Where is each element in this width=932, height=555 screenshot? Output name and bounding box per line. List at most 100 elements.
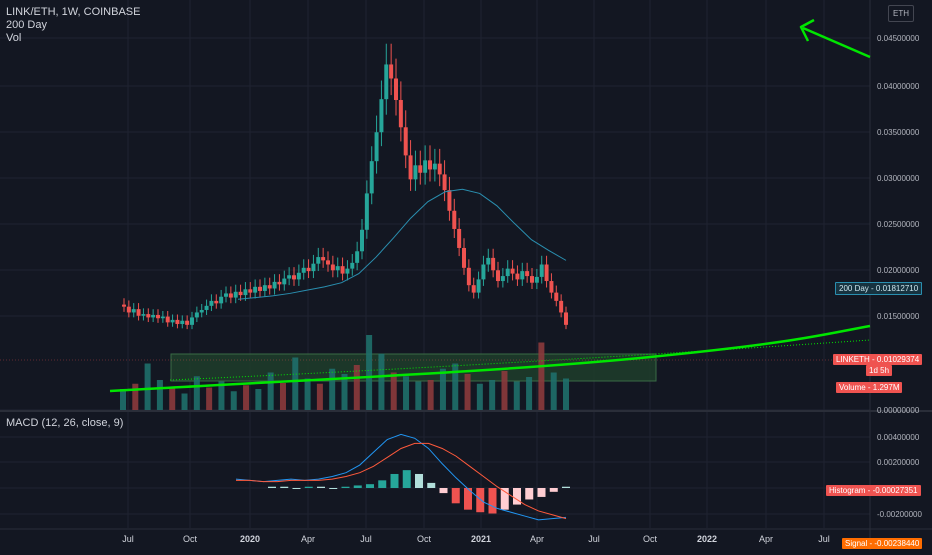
candle-body bbox=[398, 100, 403, 128]
volume-bar bbox=[489, 380, 496, 410]
volume-bar bbox=[550, 372, 557, 410]
candle-body bbox=[292, 275, 296, 280]
histogram-bar bbox=[378, 480, 387, 488]
candle-body bbox=[126, 306, 131, 313]
currency-button[interactable]: ETH bbox=[888, 5, 914, 22]
candle-body bbox=[141, 314, 146, 316]
volume-bar bbox=[476, 383, 483, 410]
volume-bar bbox=[181, 393, 188, 410]
time-axis-label: Jul bbox=[588, 534, 600, 544]
macd-legend-label[interactable]: MACD (12, 26, close, 9) bbox=[6, 417, 124, 429]
histogram-bar bbox=[427, 482, 436, 488]
histogram-bar bbox=[317, 486, 325, 488]
candle-body bbox=[238, 291, 243, 296]
candle-body bbox=[534, 276, 539, 283]
candle-body bbox=[156, 314, 160, 319]
candle-body bbox=[515, 273, 520, 280]
volume-bar bbox=[501, 371, 508, 410]
price-axis-label: 0.02500000 bbox=[877, 220, 920, 229]
candle-body bbox=[389, 64, 394, 79]
volume-bar bbox=[341, 374, 348, 410]
candle-body bbox=[330, 264, 335, 271]
candle-body bbox=[233, 291, 238, 298]
candle-body bbox=[190, 317, 194, 325]
chart-legend: LINK/ETH, 1W, COINBASE 200 Day Vol bbox=[6, 6, 140, 45]
volume-bar bbox=[304, 378, 311, 410]
candle-body bbox=[316, 257, 321, 264]
volume-bar bbox=[390, 372, 397, 410]
candle-body bbox=[369, 161, 374, 194]
volume-bar bbox=[156, 380, 163, 410]
candle-body bbox=[476, 279, 481, 293]
arrow-shaft bbox=[802, 26, 871, 59]
candle-body bbox=[248, 289, 253, 293]
candle-body bbox=[321, 257, 326, 261]
histogram-bar bbox=[537, 488, 546, 497]
histogram-bar bbox=[549, 488, 558, 492]
volume-bar bbox=[403, 376, 410, 410]
candle-body bbox=[559, 300, 564, 313]
price-axis-label: 0.03000000 bbox=[877, 174, 920, 183]
symbol-title[interactable]: LINK/ETH, 1W, COINBASE bbox=[6, 6, 141, 18]
candle-body bbox=[209, 300, 214, 306]
candle-body bbox=[408, 155, 413, 180]
candle-body bbox=[350, 262, 355, 269]
volume-bar bbox=[563, 378, 569, 410]
candle-body bbox=[360, 229, 364, 252]
ma-legend-label[interactable]: 200 Day bbox=[6, 19, 47, 31]
candle-body bbox=[170, 319, 175, 323]
volume-bar bbox=[230, 391, 237, 410]
candle-body bbox=[180, 320, 185, 325]
arrow-head bbox=[799, 18, 815, 42]
candle-body bbox=[146, 314, 151, 318]
histogram-bar bbox=[390, 473, 399, 488]
histogram-bar bbox=[304, 486, 313, 488]
candle-body bbox=[355, 251, 360, 263]
candle-body bbox=[185, 320, 190, 325]
volume-bar bbox=[329, 368, 336, 410]
volume-bar bbox=[193, 376, 200, 410]
histogram-bar bbox=[415, 473, 423, 488]
candle-body bbox=[462, 247, 466, 268]
candle-body bbox=[311, 263, 316, 272]
candle-body bbox=[539, 264, 544, 277]
candle-body bbox=[345, 268, 350, 274]
candle-body bbox=[428, 160, 432, 170]
volume-bar bbox=[464, 374, 471, 410]
candle-body bbox=[544, 264, 549, 282]
macd-axis-label: 0.00200000 bbox=[877, 458, 920, 467]
histogram-bar bbox=[402, 470, 411, 488]
time-axis-label: Jul bbox=[122, 534, 134, 544]
histogram-bar bbox=[292, 488, 301, 489]
price-axis-label: 0.01500000 bbox=[877, 312, 920, 321]
candle-body bbox=[500, 276, 505, 282]
last-price-tag: LINKETH - 0.01029374 bbox=[833, 354, 923, 365]
histogram-bar bbox=[268, 486, 276, 488]
volume-bar bbox=[255, 389, 262, 410]
histogram-bar bbox=[476, 488, 485, 513]
candle-body bbox=[418, 165, 423, 173]
volume-bar bbox=[144, 363, 151, 410]
candle-body bbox=[136, 309, 141, 316]
candle-body bbox=[214, 300, 219, 304]
histogram-bar bbox=[439, 488, 448, 494]
vol-legend-label[interactable]: Vol bbox=[6, 32, 22, 44]
volume-bar bbox=[267, 372, 274, 410]
volume-bar bbox=[526, 377, 533, 410]
candle-body bbox=[277, 281, 282, 285]
volume-bar bbox=[132, 383, 139, 410]
candle-body bbox=[505, 268, 510, 277]
time-axis-label: 2020 bbox=[240, 534, 260, 544]
histogram-tag: Histogram - -0.00027351 bbox=[826, 485, 921, 496]
macd-line bbox=[235, 433, 567, 521]
histogram-bar bbox=[280, 486, 289, 488]
candle-body bbox=[243, 289, 248, 296]
candle-body bbox=[413, 165, 418, 180]
candle-body bbox=[262, 285, 267, 291]
candle-body bbox=[296, 272, 301, 280]
volume-bar bbox=[243, 385, 250, 410]
candle-body bbox=[204, 305, 209, 310]
